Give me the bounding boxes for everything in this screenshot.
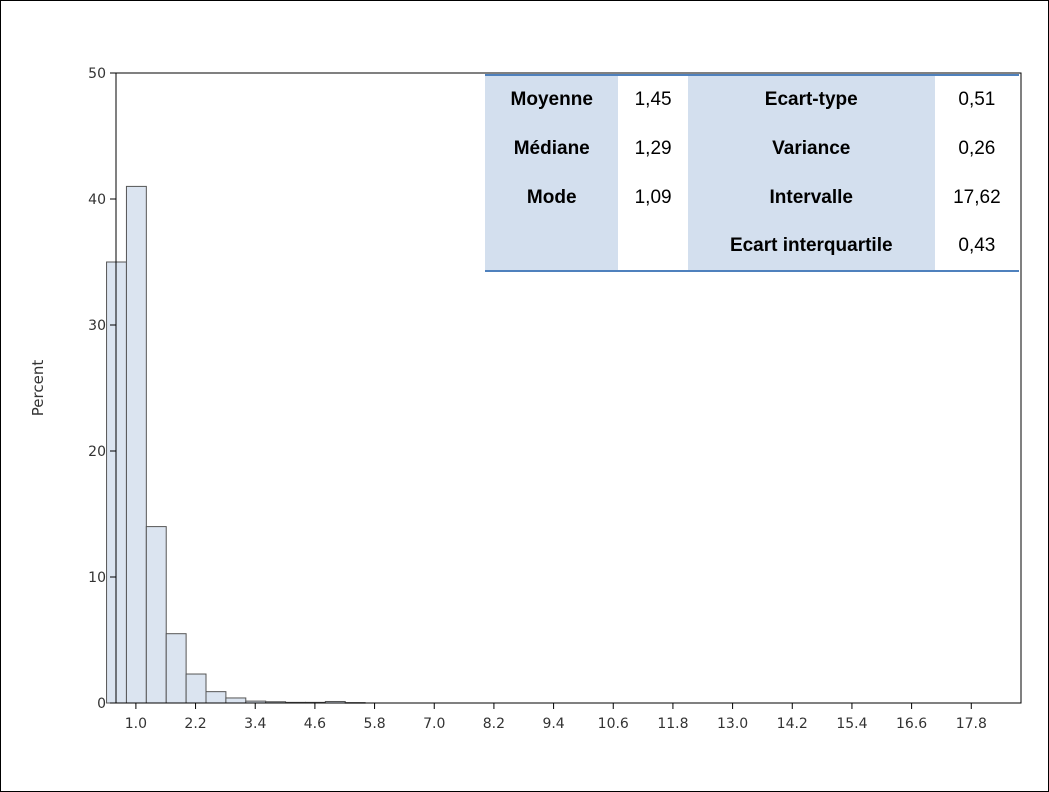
x-tick-label: 4.6 [304,716,326,732]
y-axis-title: Percent [29,360,47,417]
x-tick-label: 8.2 [483,716,505,732]
x-tick-label: 7.0 [423,716,445,732]
stats-row: Ecart interquartile 0,43 [485,222,1019,272]
bars [106,185,366,704]
stat-label: Ecart-type [687,74,935,124]
histogram-bar [165,633,187,704]
stat-label [485,222,619,272]
y-tick-label: 20 [88,444,106,460]
x-tick-label: 14.2 [777,716,808,732]
stat-label: Moyenne [485,74,619,124]
x-tick-label: 16.6 [896,716,927,732]
stat-value: 0,26 [934,124,1019,173]
stats-table: Moyenne 1,45 Ecart-type 0,51 Médiane 1,2… [485,74,1019,272]
stat-label: Mode [485,173,619,222]
stat-label: Médiane [485,124,619,173]
plot-area-border [115,72,1022,704]
x-tick-label: 9.4 [542,716,564,732]
stat-value: 17,62 [934,173,1019,222]
stats-row: Moyenne 1,45 Ecart-type 0,51 [485,74,1019,124]
stat-label: Variance [687,124,935,173]
stat-value [618,222,688,272]
y-tick-label: 10 [88,570,106,586]
stat-value: 1,45 [618,74,688,124]
x-tick-label: 13.0 [717,716,748,732]
histogram-bar [225,697,247,704]
x-tick-label: 3.4 [244,716,266,732]
x-tick-label: 11.8 [657,716,688,732]
y-tick-label: 40 [88,192,106,208]
x-tick-label: 1.0 [125,716,147,732]
stat-value: 1,29 [618,124,688,173]
axes: 0 10 20 30 40 50 1.0 2.2 3.4 4.6 5.8 7.0 8.2 9.4 10.6 1… [88,66,1022,732]
y-tick-label: 0 [97,696,106,712]
stat-value: 0,51 [934,74,1019,124]
y-tick-label: 50 [88,66,106,82]
histogram-bar [185,673,207,704]
stat-value: 0,43 [934,222,1019,272]
stats-row: Médiane 1,29 Variance 0,26 [485,124,1019,173]
x-tick-label: 17.8 [956,716,987,732]
y-tick-label: 30 [88,318,106,334]
histogram-bar [125,185,147,704]
stat-value: 1,09 [618,173,688,222]
x-tick-label: 2.2 [184,716,206,732]
stat-label: Intervalle [687,173,935,222]
histogram-bar [205,691,227,704]
stats-row: Mode 1,09 Intervalle 17,62 [485,173,1019,222]
x-tick-label: 15.4 [836,716,867,732]
histogram-bar [145,526,167,704]
x-tick-label: 10.6 [598,716,629,732]
x-tick-label: 5.8 [363,716,385,732]
stat-label: Ecart interquartile [687,222,935,272]
